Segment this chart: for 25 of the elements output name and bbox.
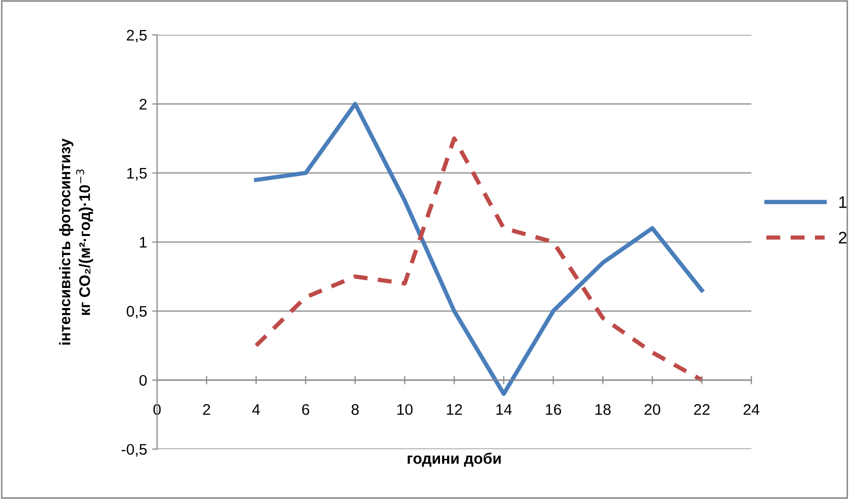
x-tick-label: 4 (252, 404, 260, 415)
y-tick-label: 0,5 (126, 306, 147, 319)
x-tick-label: 20 (644, 404, 660, 415)
y-tick-label: 2,5 (126, 30, 147, 42)
line-series (254, 136, 704, 382)
legend-label: 2 (838, 232, 846, 244)
y-axis-title: інтенсивність фотосинтизу кг CO₂/(м²·год)·10$^{−3}$ (59, 138, 94, 345)
x-tick-label: 8 (352, 404, 359, 415)
legend-label: 1 (839, 196, 846, 208)
x-tick-label: 10 (397, 404, 413, 415)
line-series (254, 102, 704, 396)
y-tick-label: 0 (139, 374, 147, 386)
x-tick-label: 2 (203, 404, 210, 415)
y-tick-label: 2 (140, 98, 147, 110)
x-axis-title: години доби (408, 452, 501, 467)
y-tick-label: 1 (140, 237, 147, 248)
x-tick-label: 6 (302, 404, 310, 415)
x-tick-label: 14 (496, 404, 512, 415)
y-tick-label: 1,5 (127, 168, 147, 180)
x-tick-label: 12 (446, 404, 462, 415)
x-tick-label: 16 (546, 404, 562, 415)
x-tick-label: 18 (595, 404, 611, 415)
x-tick-label: 24 (744, 404, 760, 415)
y-tick-label: -0,5 (122, 444, 147, 457)
x-tick-label: 22 (694, 404, 710, 415)
